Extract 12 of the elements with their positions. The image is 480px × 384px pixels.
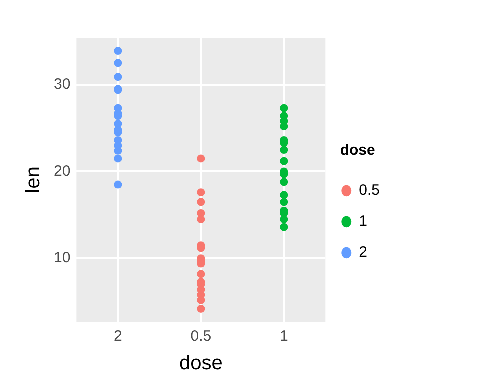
y-tick-label: 30: [54, 76, 71, 94]
legend-label: 0.5: [359, 182, 380, 200]
y-tick-label: 20: [54, 162, 71, 180]
y-axis-title: len: [22, 166, 45, 194]
legend-label: 2: [359, 244, 368, 262]
y-tick-label: 10: [54, 250, 71, 267]
x-tick-label: 1: [280, 328, 288, 346]
legend-title: dose: [340, 142, 376, 160]
x-tick-label: 2: [114, 328, 122, 346]
legend-label: 1: [359, 213, 368, 230]
x-tick-label: 0.5: [190, 328, 212, 346]
x-axis-title: dose: [179, 352, 223, 375]
